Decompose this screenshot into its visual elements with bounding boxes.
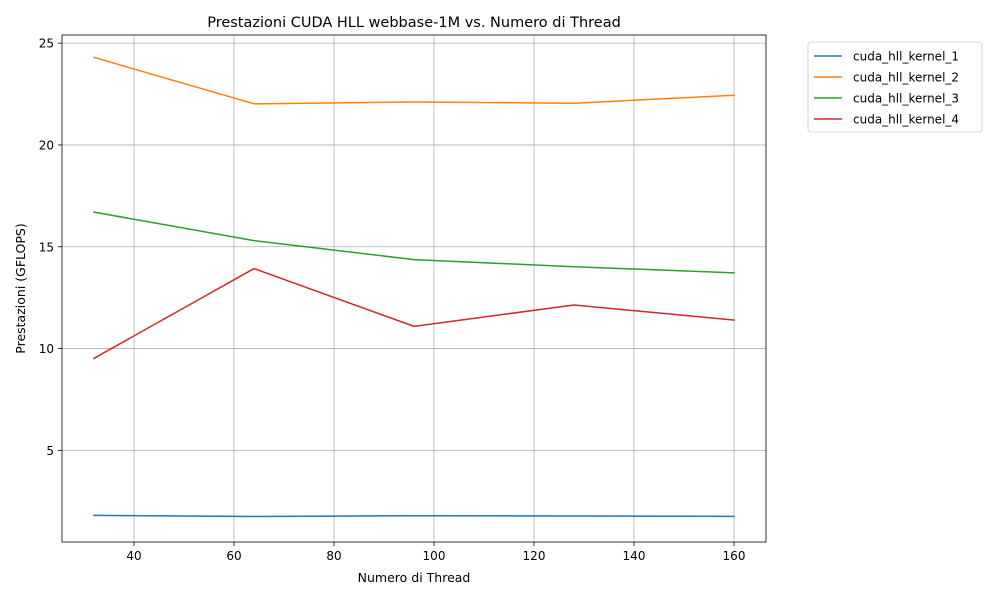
- legend: cuda_hll_kernel_1 cuda_hll_kernel_2 cuda_h…: [807, 41, 983, 133]
- y-tick-label: 20: [39, 138, 54, 152]
- grid-lines: [62, 35, 766, 542]
- axis-ticks: 40 60 80 100 120 140 160 5 10 15 20 25: [39, 37, 746, 563]
- plot-area-frame: [61, 34, 767, 543]
- series-line-cuda_hll_kernel_3: [93, 211, 735, 274]
- chart-title: Prestazioni CUDA HLL webbase-1M vs. Nume…: [207, 15, 621, 31]
- legend-label-cuda_hll_kernel_2: cuda_hll_kernel_2: [853, 71, 959, 85]
- x-tick-label: 80: [326, 549, 341, 563]
- y-tick-label: 15: [39, 240, 54, 254]
- x-tick-label: 100: [423, 549, 446, 563]
- series-line-cuda_hll_kernel_4: [92, 267, 735, 360]
- series-lines: [92, 56, 735, 518]
- series-line-cuda_hll_kernel_2: [93, 56, 735, 105]
- x-tick-label: 160: [723, 549, 746, 563]
- legend-label-cuda_hll_kernel_4: cuda_hll_kernel_4: [853, 113, 959, 127]
- legend-entries: cuda_hll_kernel_1 cuda_hll_kernel_2 cuda_h…: [814, 50, 959, 127]
- y-tick-label: 10: [39, 342, 54, 356]
- legend-label-cuda_hll_kernel_3: cuda_hll_kernel_3: [853, 92, 959, 106]
- legend-frame: [807, 41, 983, 133]
- legend-label-cuda_hll_kernel_1: cuda_hll_kernel_1: [853, 50, 959, 64]
- x-tick-label: 120: [523, 549, 546, 563]
- y-axis-label: Prestazioni (GFLOPS): [13, 223, 28, 353]
- x-tick-label: 40: [126, 549, 141, 563]
- series-line-cuda_hll_kernel_1: [93, 514, 735, 518]
- y-tick-label: 25: [39, 37, 54, 51]
- x-axis-label: Numero di Thread: [358, 570, 471, 585]
- x-tick-label: 60: [226, 549, 241, 563]
- x-tick-label: 140: [623, 549, 646, 563]
- y-tick-label: 5: [46, 444, 54, 458]
